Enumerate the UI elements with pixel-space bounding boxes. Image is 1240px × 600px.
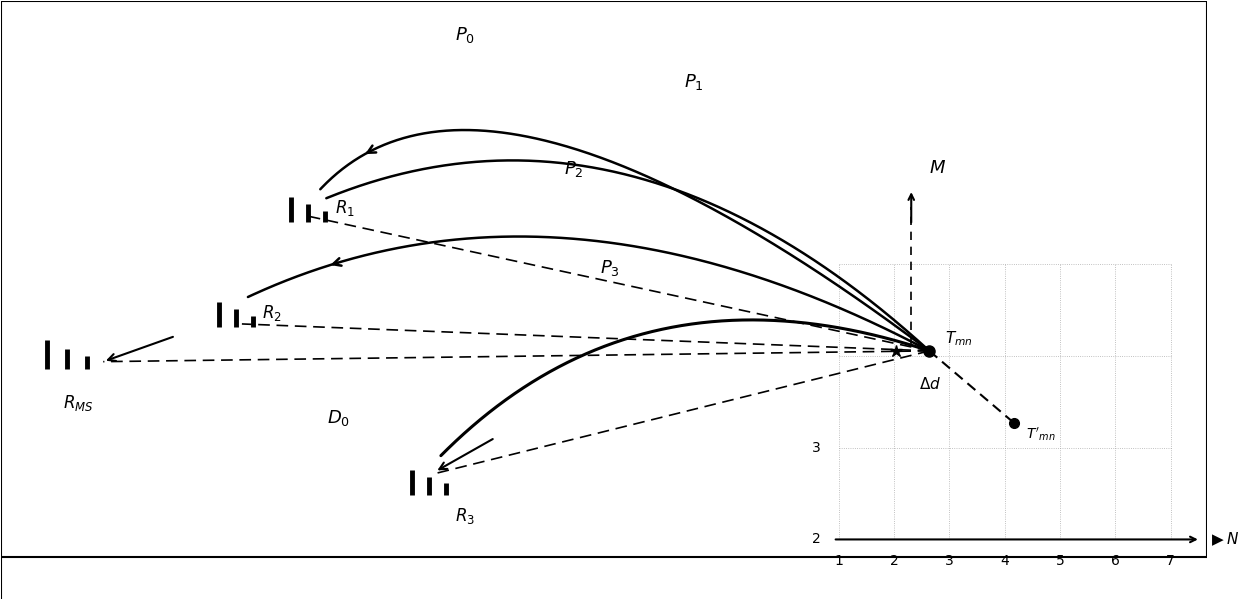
Text: $R_{MS}$: $R_{MS}$ bbox=[63, 393, 94, 413]
Text: $P_2$: $P_2$ bbox=[564, 159, 583, 179]
Text: $R_1$: $R_1$ bbox=[335, 198, 355, 218]
Text: $P_0$: $P_0$ bbox=[455, 25, 475, 44]
Text: 1: 1 bbox=[835, 554, 843, 568]
Text: $M$: $M$ bbox=[929, 159, 946, 177]
Text: $P_1$: $P_1$ bbox=[684, 73, 704, 92]
Text: 7: 7 bbox=[1166, 554, 1176, 568]
Text: $P_3$: $P_3$ bbox=[600, 258, 620, 278]
Text: 5: 5 bbox=[1055, 554, 1064, 568]
Text: $R_3$: $R_3$ bbox=[455, 506, 475, 526]
Text: 2: 2 bbox=[890, 554, 899, 568]
Text: $\blacktriangleright N$: $\blacktriangleright N$ bbox=[1209, 530, 1240, 548]
Text: 4: 4 bbox=[1001, 554, 1009, 568]
Text: $T_{mn}$: $T_{mn}$ bbox=[945, 329, 972, 348]
Text: 3: 3 bbox=[945, 554, 954, 568]
Text: 6: 6 bbox=[1111, 554, 1120, 568]
Text: $\Delta d$: $\Delta d$ bbox=[919, 376, 941, 392]
Text: $R_2$: $R_2$ bbox=[263, 303, 283, 323]
Text: $T'_{mn}$: $T'_{mn}$ bbox=[1025, 426, 1055, 443]
Text: 2: 2 bbox=[812, 532, 821, 547]
Text: $D_0$: $D_0$ bbox=[327, 408, 350, 428]
Text: 3: 3 bbox=[812, 440, 821, 455]
